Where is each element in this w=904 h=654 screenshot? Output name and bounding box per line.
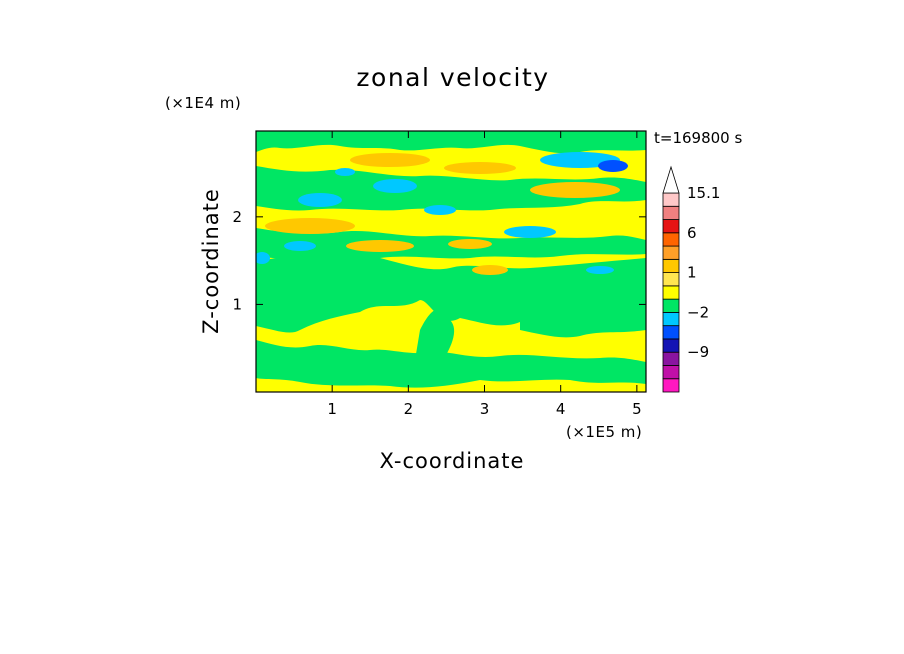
colorbar-segment — [662, 365, 680, 380]
colorbar-segment — [662, 311, 680, 327]
colorbar-segment — [662, 245, 680, 260]
colorbar-segment — [662, 338, 680, 353]
contour-green-lower-4 — [520, 296, 646, 338]
axes: 1 2 3 4 5 1 2 — [232, 131, 646, 418]
y-tick-label: 1 — [232, 295, 242, 313]
contour-green-band-1 — [256, 166, 646, 211]
contour-orange-2 — [444, 162, 516, 174]
contour-cyan-5 — [504, 226, 556, 238]
colorbar: 15.1 6 1 −2 −9 — [662, 165, 720, 393]
contour-green-lower-3 — [415, 309, 455, 376]
x-tick-label: 1 — [327, 400, 337, 418]
colorbar-label: −9 — [687, 343, 709, 361]
contour-orange-3 — [265, 218, 355, 234]
plot-frame — [255, 130, 647, 393]
contour-field — [256, 131, 646, 392]
contour-cyan-7 — [335, 168, 355, 176]
contour-cyan-6 — [284, 241, 316, 251]
colorbar-label: 15.1 — [687, 184, 720, 202]
contour-orange-1 — [350, 153, 430, 167]
colorbar-segment — [662, 205, 680, 220]
colorbar-label: −2 — [687, 303, 709, 321]
colorbar-segment — [662, 378, 680, 393]
contour-cyan-3 — [298, 193, 342, 207]
x-tick-label: 3 — [480, 400, 490, 418]
x-axis-label: X-coordinate — [380, 449, 525, 473]
colorbar-segment — [662, 351, 680, 366]
colorbar-label: 1 — [687, 264, 697, 282]
contour-green-upper — [256, 131, 646, 154]
x-tick-label: 5 — [632, 400, 642, 418]
colorbar-label: 6 — [687, 224, 697, 242]
contour-orange-5 — [448, 239, 492, 249]
colorbar-extension — [662, 165, 680, 194]
contour-cyan-8 — [256, 252, 270, 264]
contour-cyan-4 — [424, 205, 456, 215]
colorbar-segment — [662, 325, 680, 340]
colorbar-segment — [662, 272, 680, 287]
x-tick-label: 4 — [556, 400, 566, 418]
chart-title: zonal velocity — [356, 63, 549, 92]
colorbar-segment — [662, 219, 680, 234]
contour-orange-4 — [346, 240, 414, 252]
y-multiplier: (×1E4 m) — [165, 94, 241, 112]
colorbar-segment — [662, 298, 680, 313]
x-tick-label: 2 — [404, 400, 414, 418]
contour-cyan-9 — [586, 266, 614, 274]
contour-blue-1 — [598, 160, 628, 172]
colorbar-segment — [662, 258, 680, 274]
time-label: t=169800 s — [654, 129, 742, 147]
x-multiplier: (×1E5 m) — [566, 423, 642, 441]
colorbar-segment — [662, 285, 680, 300]
contour-orange-7 — [472, 265, 508, 275]
contour-cyan-2 — [373, 179, 417, 193]
contour-orange-6 — [530, 182, 620, 198]
y-tick-label: 2 — [232, 208, 242, 226]
colorbar-segment — [662, 232, 680, 247]
contour-green-lower-2 — [256, 340, 646, 388]
y-axis-label: Z-coordinate — [199, 188, 223, 334]
colorbar-segment — [662, 192, 680, 207]
